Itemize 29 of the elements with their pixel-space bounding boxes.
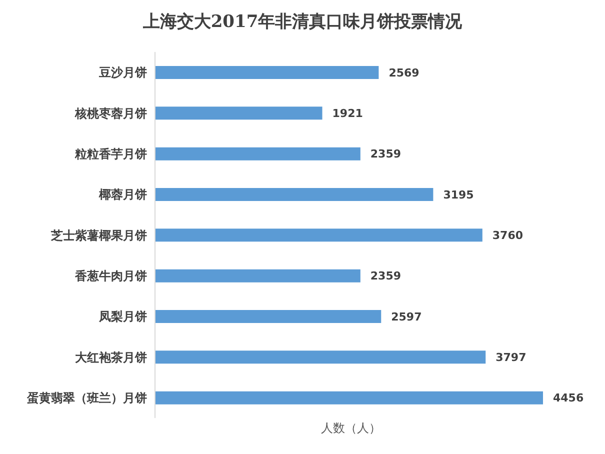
bar [155,269,360,282]
data-label: 3797 [496,351,526,364]
y-tick-label: 芝士紫薯椰果月饼 [50,228,147,242]
data-label: 2569 [388,66,420,80]
x-axis-title: 人数（人） [320,420,382,437]
y-tick-label: 大红袍茶月饼 [75,350,147,364]
y-tick-label: 椰蓉月饼 [98,188,147,202]
data-label: 1921 [332,107,363,120]
bar [155,147,360,160]
data-label: 3195 [443,188,474,202]
bar [155,391,543,404]
data-label: 3760 [492,229,524,242]
data-label: 4456 [553,392,584,405]
y-tick-label: 香葱牛肉月饼 [74,268,147,283]
y-tick-label: 豆沙月饼 [98,66,147,80]
data-label: 2359 [370,148,402,161]
bar [155,350,486,364]
y-tick-label: 核桃枣蓉月饼 [74,106,147,120]
y-tick-label: 粒粒香芋月饼 [74,146,147,161]
bar [155,310,382,323]
bar [155,228,482,242]
bar [155,106,322,120]
bar [155,66,379,79]
data-label: 2359 [370,270,402,283]
bar [155,188,434,201]
data-label: 2597 [391,310,422,324]
chart-title: 上海交大2017年非清真口味月饼投票情况 [142,11,464,33]
y-tick-label: 凤梨月饼 [98,310,147,324]
y-tick-label: 蛋黄翡翠（班兰）月饼 [26,390,147,405]
